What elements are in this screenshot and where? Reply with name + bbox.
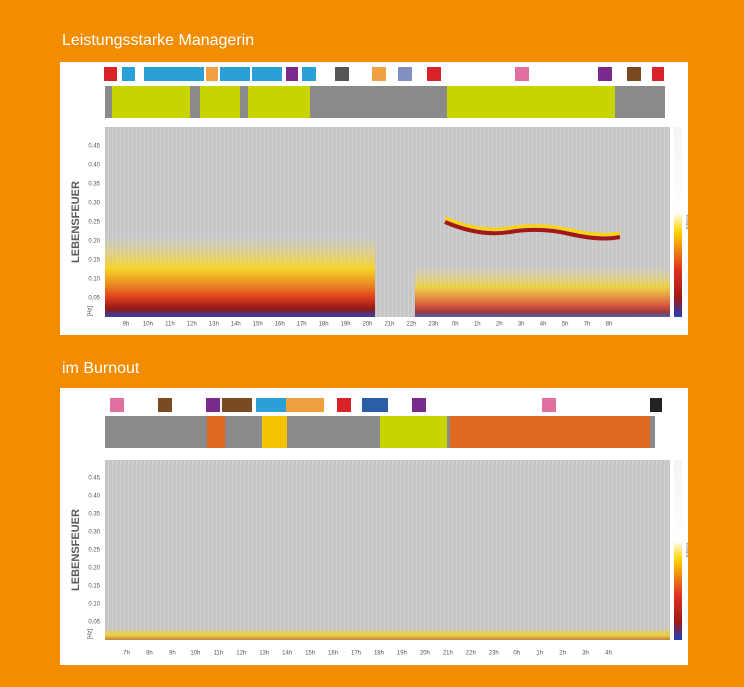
activity-icons (104, 67, 664, 81)
x-tick-label: 8h (606, 322, 613, 328)
x-tick-label: 4h (605, 651, 612, 657)
heatmap (105, 460, 670, 640)
strip-segment (262, 416, 287, 448)
x-tick-label: 17h (297, 322, 307, 328)
x-tick-label: 7h (123, 651, 130, 657)
x-tick-label: 9h (123, 322, 130, 328)
x-tick-label: 8h (146, 651, 153, 657)
x-tick-label: 22h (466, 651, 476, 657)
panel-graphic: LEBENSFEUER 0.45 0.40 0.35 0.30 0.25 0.20 0.15 0… (70, 398, 690, 657)
x-tick-label: 3h (518, 322, 525, 328)
y-tick-label: 0.40 (88, 494, 100, 500)
x-tick-label: 10h (143, 322, 153, 328)
heat-band (105, 237, 375, 317)
x-tick-label: 13h (209, 322, 219, 328)
y-tick-label: 0.15 (88, 584, 100, 590)
activity-strip (105, 398, 662, 448)
x-tick-label: 11h (214, 651, 224, 657)
panel: LEBENSFEUER 0.45 0.40 0.35 0.30 0.25 0.20 0.15 0… (60, 62, 690, 335)
x-tick-label: 12h (187, 322, 197, 328)
strip-segment (248, 86, 310, 118)
y-tick-label: 0.05 (88, 620, 100, 626)
y-tick-label: 0.30 (88, 201, 100, 207)
y-tick-label: 0.35 (88, 182, 100, 188)
x-tick-label: 23h (428, 322, 438, 328)
heat-trace (444, 220, 621, 241)
y-tick-label: 0.10 (88, 277, 100, 283)
panel: LEBENSFEUER 0.45 0.40 0.35 0.30 0.25 0.20 0.15 0… (60, 388, 690, 665)
heat-band (415, 267, 670, 317)
y-tick-label: 0.45 (88, 144, 100, 150)
y-tick-label: 0.15 (88, 258, 100, 264)
x-tick-label: 14h (231, 322, 241, 328)
x-tick-label: 15h (253, 322, 263, 328)
x-tick-label: 1h (536, 651, 543, 657)
x-tick-label: 9h (169, 651, 176, 657)
y-unit: [Hz] (88, 628, 94, 639)
x-tick-label: 0h (452, 322, 459, 328)
x-tick-label: 13h (259, 651, 269, 657)
y-tick-label: 0.20 (88, 239, 100, 245)
x-tick-label: 15h (305, 651, 315, 657)
y-tick-label: 0.25 (88, 548, 100, 554)
y-unit: [Hz] (88, 305, 94, 316)
heatmap-background (105, 460, 670, 640)
y-tick-label: 0.40 (88, 163, 100, 169)
panel-title: im Burnout (62, 360, 140, 377)
heat-band (105, 628, 670, 640)
x-tick-label: 1h (474, 322, 481, 328)
x-tick-label: 4h (540, 322, 547, 328)
x-tick-label: 10h (190, 651, 200, 657)
x-tick-label: 2h (559, 651, 566, 657)
x-tick-label: 7h (584, 322, 591, 328)
x-tick-label: 20h (362, 322, 372, 328)
strip-segment (112, 86, 190, 118)
x-tick-label: 0h (513, 651, 520, 657)
colorbar (674, 127, 682, 317)
activity-icons (110, 398, 662, 412)
colorbar (674, 460, 682, 640)
colorbar-label: POWER (685, 542, 688, 557)
x-tick-label: 18h (374, 651, 384, 657)
strip-segment (447, 86, 615, 118)
x-tick-label: 11h (165, 322, 175, 328)
y-tick-label: 0.10 (88, 602, 100, 608)
x-tick-label: 18h (319, 322, 329, 328)
y-tick-label: 0.45 (88, 476, 100, 482)
heatmap (105, 127, 670, 317)
heat-trace (444, 216, 621, 236)
panel-title: Leistungsstarke Managerin (62, 32, 255, 49)
y-axis-label: LEBENSFEUER (70, 509, 82, 591)
x-tick-label: 23h (489, 651, 499, 657)
x-tick-label: 21h (384, 322, 394, 328)
y-tick-label: 0.35 (88, 512, 100, 518)
x-tick-label: 16h (328, 651, 338, 657)
strip-segment (380, 416, 447, 448)
x-tick-label: 22h (406, 322, 416, 328)
x-tick-label: 19h (341, 322, 351, 328)
x-tick-label: 12h (236, 651, 246, 657)
activity-strip (104, 67, 665, 118)
strip-segment (450, 416, 650, 448)
y-tick-label: 0.25 (88, 220, 100, 226)
panel-graphic: LEBENSFEUER 0.45 0.40 0.35 0.30 0.25 0.20 0.15 0… (70, 67, 690, 328)
x-tick-label: 14h (282, 651, 292, 657)
x-tick-label: 2h (496, 322, 503, 328)
x-tick-label: 17h (351, 651, 361, 657)
x-tick-label: 3h (582, 651, 589, 657)
y-tick-label: 0.30 (88, 530, 100, 536)
x-tick-label: 20h (420, 651, 430, 657)
y-tick-label: 0.05 (88, 296, 100, 302)
x-tick-label: 16h (275, 322, 285, 328)
x-tick-label: 5h (562, 322, 569, 328)
x-tick-label: 19h (397, 651, 407, 657)
colorbar-label: POWER (685, 214, 688, 229)
y-tick-label: 0.20 (88, 566, 100, 572)
strip-segment (207, 416, 225, 448)
strip-segment (200, 86, 240, 118)
y-axis-label: LEBENSFEUER (70, 181, 82, 263)
x-tick-label: 21h (443, 651, 453, 657)
